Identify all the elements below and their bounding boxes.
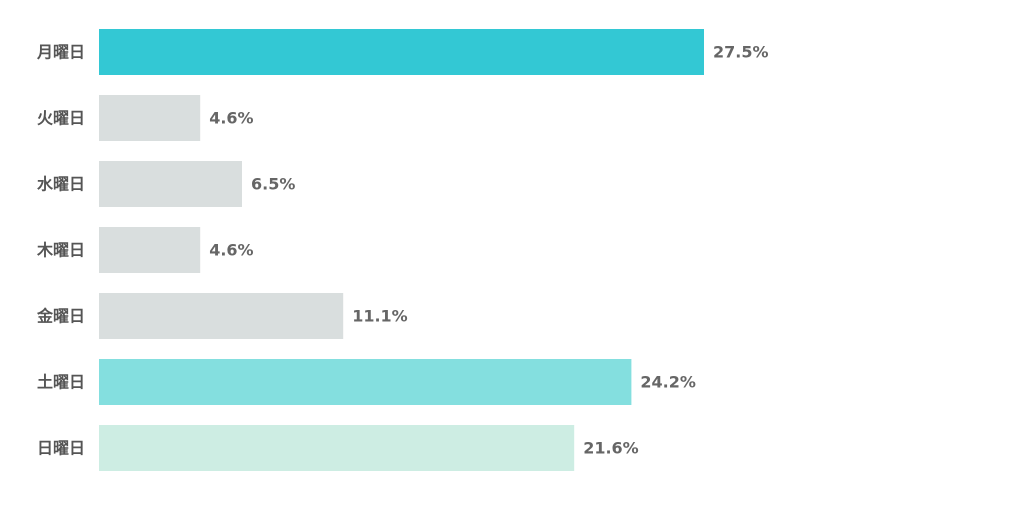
value-label: 6.5% xyxy=(251,175,295,194)
bar xyxy=(99,161,242,207)
category-label: 火曜日 xyxy=(37,109,85,128)
value-label: 27.5% xyxy=(713,43,769,62)
value-label: 21.6% xyxy=(583,439,639,458)
category-label: 水曜日 xyxy=(37,175,85,194)
category-label: 土曜日 xyxy=(37,373,85,392)
category-label: 木曜日 xyxy=(36,241,85,260)
category-label: 金曜日 xyxy=(36,307,85,326)
value-label: 4.6% xyxy=(209,241,253,260)
value-label: 4.6% xyxy=(209,109,253,128)
value-label: 11.1% xyxy=(352,307,408,326)
bar xyxy=(99,95,201,141)
bar xyxy=(99,425,575,471)
bar xyxy=(99,293,344,339)
value-label: 24.2% xyxy=(640,373,696,392)
bar xyxy=(99,359,632,405)
category-label: 月曜日 xyxy=(36,43,85,62)
category-label: 日曜日 xyxy=(37,439,85,458)
bar xyxy=(99,29,704,75)
bar xyxy=(99,227,201,273)
